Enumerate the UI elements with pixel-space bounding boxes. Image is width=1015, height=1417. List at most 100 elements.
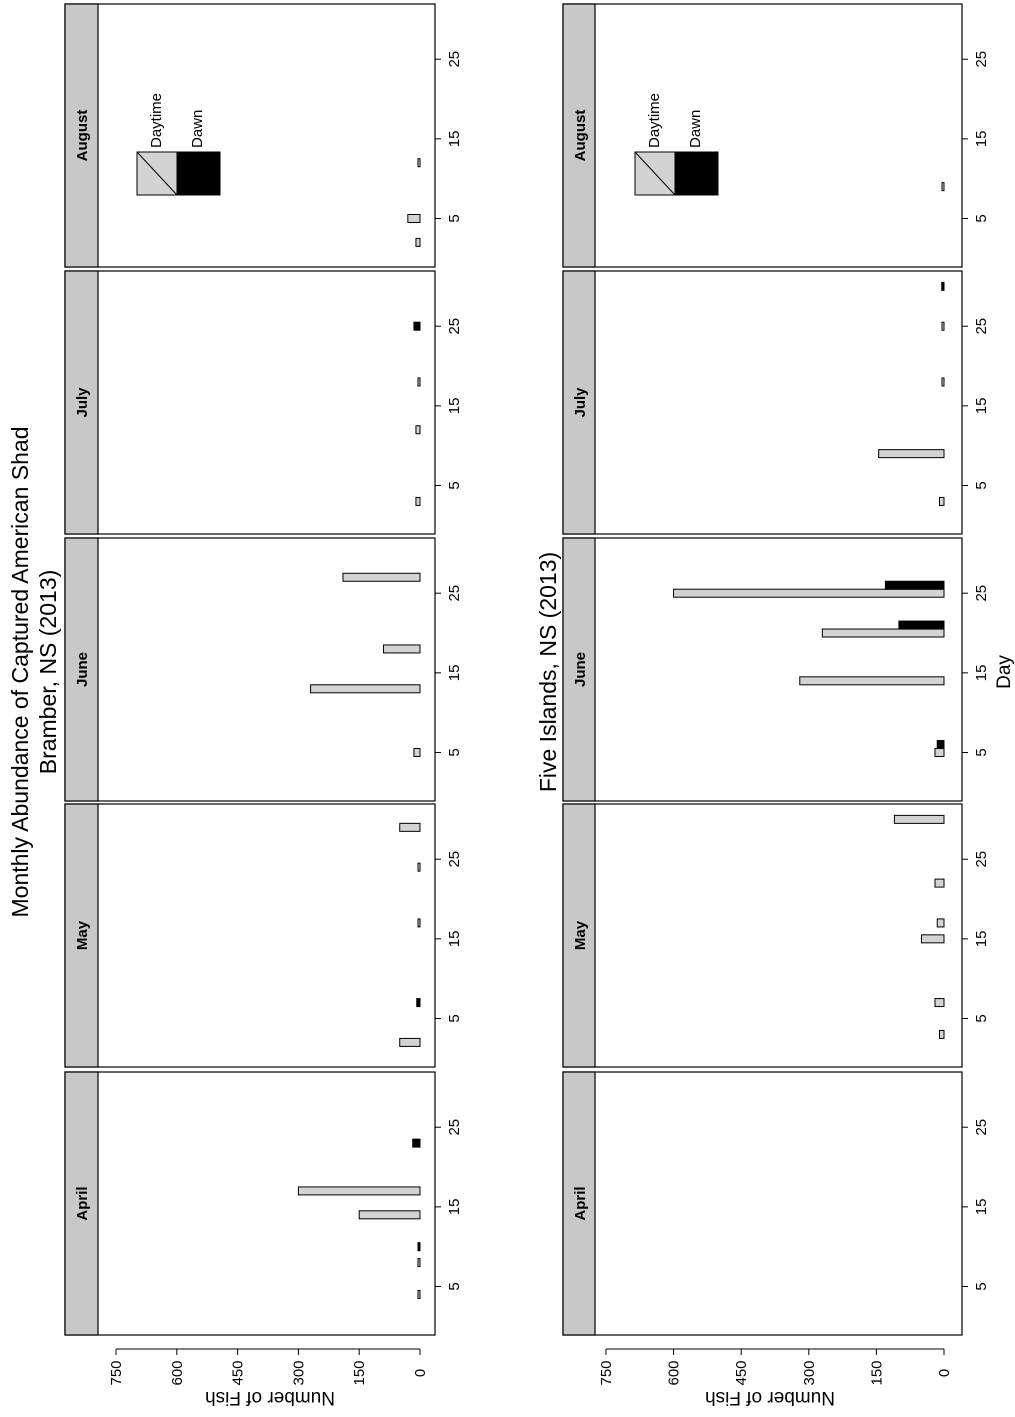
- dawn-bar: [884, 580, 945, 590]
- x-tick-label: 5: [973, 481, 990, 489]
- y-axis-title-1: Number of Fish: [205, 1387, 335, 1408]
- x-tick-label: 5: [446, 214, 463, 222]
- y-tick-label: 450: [230, 1360, 247, 1385]
- facet-frame: [64, 3, 436, 268]
- daytime-bar: [417, 862, 421, 872]
- facet-strip-june: [562, 537, 596, 802]
- y-axis-title-2: Number of Fish: [705, 1387, 835, 1408]
- x-tick-label: 25: [446, 1119, 463, 1136]
- x-tick-label: 25: [446, 585, 463, 602]
- chart-layer: April 5 15 25 May 5 15 25 June 5 15 25 July 5 15 25 Augu…: [64, 3, 990, 1386]
- x-tick-label: 15: [973, 1199, 990, 1216]
- facet-frame: [562, 1071, 963, 1336]
- daytime-bar: [415, 237, 421, 247]
- x-tick-label: 5: [973, 1282, 990, 1290]
- x-tick-label: 15: [446, 665, 463, 682]
- x-tick-label: 15: [446, 131, 463, 148]
- x-tick-label: 5: [973, 748, 990, 756]
- month-label-april: April: [572, 1186, 589, 1220]
- daytime-bar: [936, 918, 945, 928]
- legend-swatch-hatch: [136, 151, 178, 196]
- daytime-bar: [358, 1210, 421, 1220]
- x-tick-label: 5: [446, 481, 463, 489]
- y-tick-label: 750: [108, 1360, 125, 1385]
- daytime-bar: [821, 628, 945, 638]
- daytime-bar: [417, 1258, 421, 1268]
- month-label-may: May: [572, 920, 589, 950]
- legend-swatch-dawn: [674, 151, 719, 196]
- x-tick-label: 25: [973, 51, 990, 68]
- x-tick-label: 25: [446, 51, 463, 68]
- month-label-june: June: [74, 652, 91, 687]
- x-tick-label: 15: [446, 1199, 463, 1216]
- legend-swatch-dawn: [176, 151, 221, 196]
- legend-label-dawn: Dawn: [687, 110, 704, 148]
- legend-swatch-hatch: [634, 151, 676, 196]
- x-tick-label: 25: [446, 318, 463, 335]
- y-tick-label: 300: [801, 1360, 818, 1385]
- month-label-april: April: [74, 1186, 91, 1220]
- daytime-bar: [941, 182, 945, 192]
- facet-frame: [562, 270, 963, 535]
- facet-frame: [562, 3, 963, 268]
- x-tick-label: 15: [446, 931, 463, 948]
- x-tick-label: 25: [973, 851, 990, 868]
- daytime-bar: [893, 814, 945, 824]
- facet-frame: [562, 803, 963, 1068]
- facet-strip-august: [562, 3, 596, 268]
- daytime-bar: [310, 684, 421, 694]
- daytime-bar: [413, 748, 421, 757]
- facet-strip-april: [562, 1071, 596, 1336]
- daytime-bar: [417, 377, 421, 387]
- dawn-bar: [936, 740, 945, 750]
- y-tick-label: 0: [936, 1369, 953, 1377]
- daytime-bar: [417, 918, 421, 928]
- daytime-bar: [342, 572, 421, 582]
- month-label-july: July: [572, 387, 589, 418]
- month-label-august: August: [74, 110, 91, 162]
- daytime-bar: [941, 321, 945, 331]
- x-tick-label: 5: [446, 1014, 463, 1022]
- facet-frame: [64, 270, 436, 535]
- x-tick-label: 5: [446, 748, 463, 756]
- y-tick-label: 300: [290, 1360, 307, 1385]
- chart-title-line2: Bramber, NS (2013): [35, 570, 61, 775]
- daytime-bar: [417, 1289, 421, 1299]
- facet-strip-july: [64, 270, 99, 535]
- x-tick-label: 15: [973, 131, 990, 148]
- daytime-bar: [297, 1186, 421, 1196]
- legend-label-daytime: Daytime: [646, 93, 663, 148]
- panel2-title: Five Islands, NS (2013): [535, 552, 561, 792]
- x-tick-label: 15: [973, 931, 990, 948]
- facet-frame: [64, 803, 436, 1068]
- x-tick-label: 25: [973, 318, 990, 335]
- legend-label-daytime: Daytime: [148, 93, 165, 148]
- daytime-bar: [941, 377, 945, 387]
- month-label-july: July: [74, 387, 91, 418]
- daytime-bar: [415, 425, 421, 435]
- daytime-bar: [383, 644, 421, 654]
- daytime-bar: [938, 496, 945, 506]
- facet-strip-june: [64, 537, 99, 802]
- y-tick-label: 0: [412, 1369, 429, 1377]
- dawn-bar: [416, 998, 421, 1008]
- y-tick-label: 600: [169, 1360, 186, 1385]
- daytime-bar: [407, 214, 421, 223]
- daytime-bar: [415, 496, 421, 506]
- y-tick-label: 150: [868, 1360, 885, 1385]
- dawn-bar: [412, 1138, 421, 1148]
- x-axis-title: Day: [994, 655, 1015, 689]
- x-tick-label: 5: [446, 1282, 463, 1290]
- x-tick-label: 15: [446, 398, 463, 415]
- dawn-bar: [941, 281, 945, 291]
- y-tick-label: 750: [598, 1360, 615, 1385]
- daytime-bar: [399, 822, 421, 832]
- y-tick-label: 600: [666, 1360, 683, 1385]
- facet-strip-may: [562, 803, 596, 1068]
- daytime-bar: [934, 878, 945, 888]
- facet-strip-april: [64, 1071, 99, 1336]
- daytime-bar: [920, 934, 945, 944]
- y-tick-label: 150: [351, 1360, 368, 1385]
